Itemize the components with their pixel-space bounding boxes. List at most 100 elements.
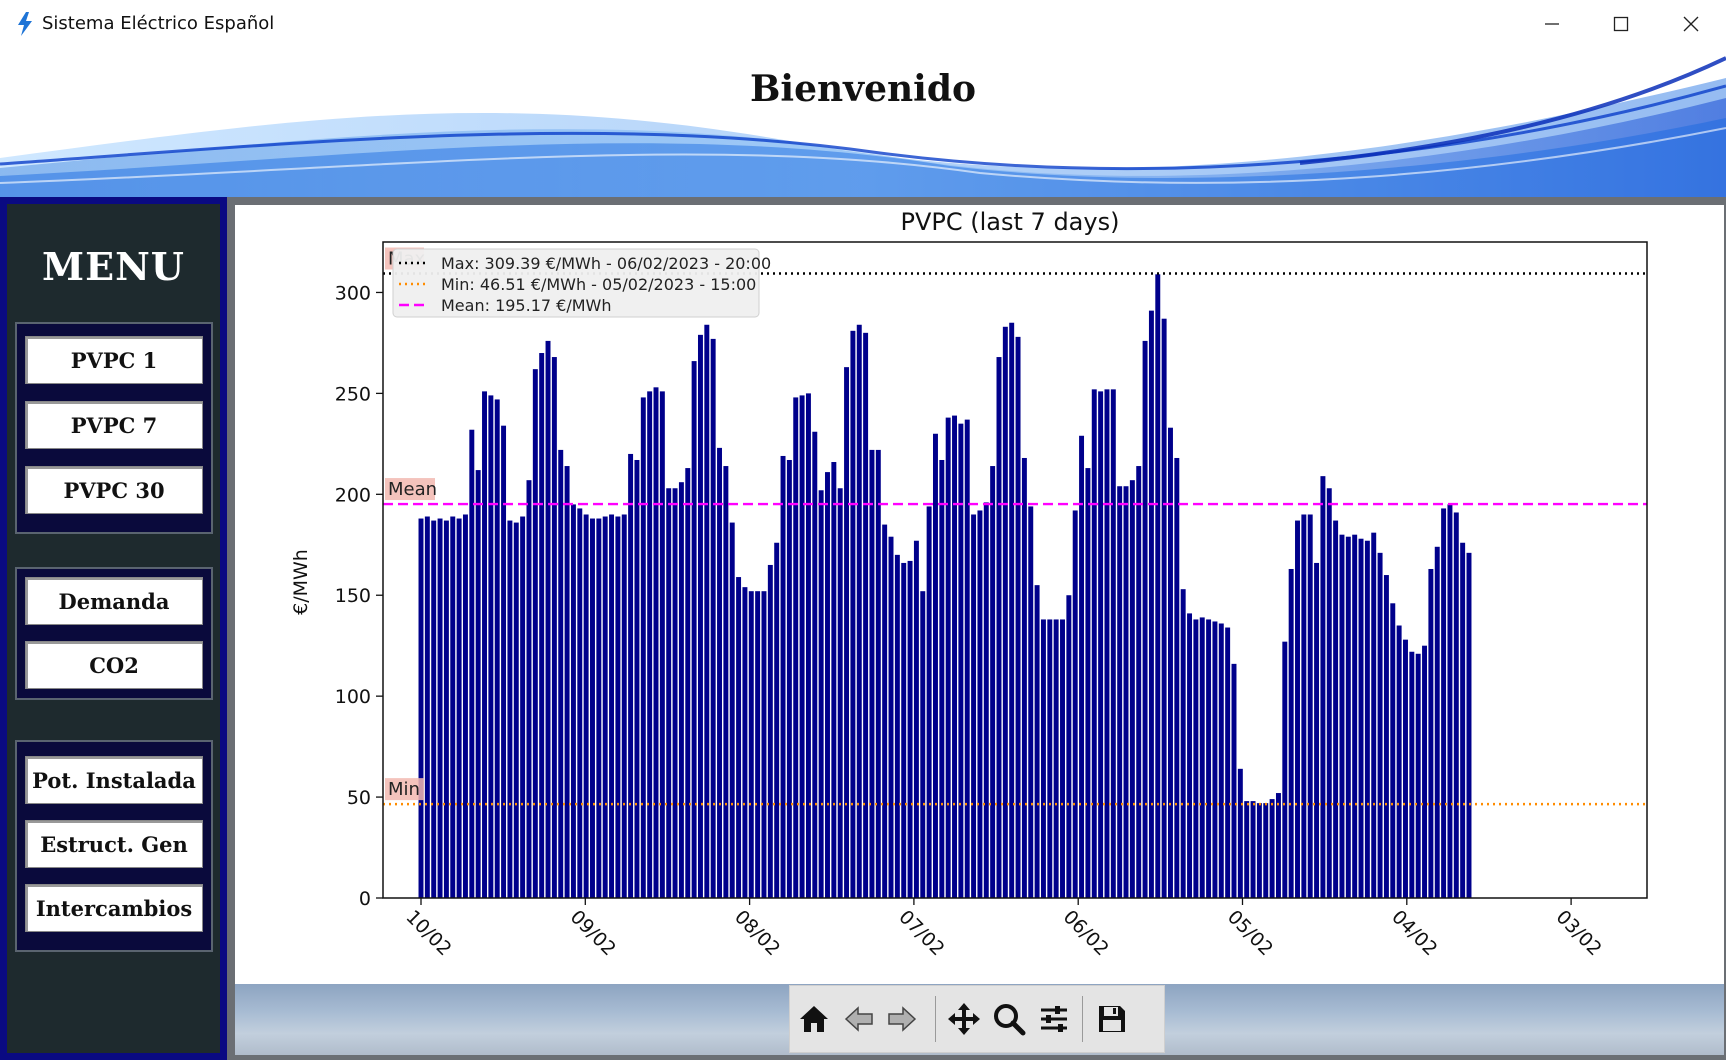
x-tick-label: 08/02: [730, 906, 784, 960]
chart-bar: [1098, 391, 1104, 898]
bars-group: [418, 274, 1472, 899]
chart-bar: [1117, 486, 1123, 898]
chart-bar: [952, 415, 957, 898]
chart-bar: [437, 518, 443, 898]
chart-bar: [1263, 803, 1269, 898]
line-label-box: [385, 778, 424, 801]
pot-instalada-button[interactable]: Pot. Instalada: [25, 756, 203, 804]
chart-bar: [1345, 536, 1351, 898]
chart-bar: [1123, 486, 1129, 898]
chart-bar: [913, 540, 919, 898]
chart-bar: [583, 514, 589, 898]
co2-button[interactable]: CO2: [25, 641, 203, 689]
pvpc-7-button[interactable]: PVPC 7: [25, 401, 203, 449]
pan-icon: [948, 1003, 980, 1035]
chart-bar: [424, 516, 430, 898]
chart-bar: [761, 591, 767, 898]
pan-button[interactable]: [942, 996, 986, 1042]
chart-bar: [1174, 457, 1180, 898]
chart-bar: [1383, 575, 1389, 898]
chart-bar: [685, 468, 691, 898]
chart-bar: [977, 510, 983, 898]
chart-bar: [1104, 389, 1110, 898]
chart-bar: [736, 577, 742, 898]
legend-entry: Max: 309.39 €/MWh - 06/02/2023 - 20:00: [441, 254, 771, 273]
chart-bar: [1396, 625, 1402, 898]
chart-bar: [564, 466, 570, 898]
chart-bar: [558, 449, 564, 898]
chart-bar: [901, 562, 907, 898]
chart-bar: [628, 453, 634, 898]
chart-bar: [1333, 520, 1339, 898]
close-button[interactable]: [1656, 0, 1726, 48]
chart-bar: [456, 518, 462, 898]
chart-bar: [1434, 546, 1440, 898]
chart-bar: [869, 449, 875, 898]
chart-bar: [742, 587, 748, 898]
sidebar-panel: MENU PVPC 1 PVPC 7 PVPC 30 Demanda CO2 P…: [7, 204, 220, 1053]
chart-bar: [907, 560, 913, 898]
pvpc-1-button[interactable]: PVPC 1: [25, 336, 203, 384]
window-titlebar: Sistema Eléctrico Español: [0, 0, 1726, 48]
lightning-icon: [18, 12, 32, 36]
y-tick-label: 100: [335, 686, 371, 708]
chart-bar: [609, 514, 615, 898]
minimize-button[interactable]: [1517, 0, 1587, 48]
chart-bar: [621, 514, 627, 898]
maximize-icon: [1613, 16, 1629, 32]
chart-bar: [431, 520, 437, 898]
chart-bar: [1161, 318, 1167, 898]
chart-bar: [513, 522, 519, 898]
line-label-box: [385, 478, 435, 501]
x-tick-label: 05/02: [1223, 906, 1277, 960]
chart-bar: [1148, 310, 1154, 898]
chart-bar: [926, 506, 932, 898]
chart-bar: [539, 353, 545, 898]
home-button[interactable]: [792, 996, 836, 1042]
chart-bar: [501, 425, 507, 898]
maximize-button[interactable]: [1586, 0, 1656, 48]
chart-bar: [1199, 617, 1205, 898]
chart-bar: [1021, 457, 1027, 898]
back-button[interactable]: [837, 996, 881, 1042]
x-axis-ticks: 10/02 09/02 08/02 07/02 06/02 05/02 04/02 03/02: [401, 898, 1606, 960]
menu-group-demand: Demanda CO2: [15, 567, 213, 700]
chart-bar: [767, 564, 773, 898]
chart-bar: [532, 369, 538, 898]
legend-entry: Min: 46.51 €/MWh - 05/02/2023 - 15:00: [441, 275, 756, 294]
chart-bar: [469, 429, 475, 898]
intercambios-button[interactable]: Intercambios: [25, 884, 203, 932]
estruct-gen-button[interactable]: Estruct. Gen: [25, 820, 203, 868]
chart-bar: [602, 516, 608, 898]
chart-bar: [659, 391, 665, 898]
forward-button[interactable]: [880, 996, 924, 1042]
chart-bar: [634, 459, 640, 898]
chart-bar: [805, 393, 811, 898]
back-arrow-icon: [844, 1006, 873, 1032]
chart-bar: [1403, 639, 1408, 898]
chart-bar: [1091, 389, 1097, 898]
save-button[interactable]: [1090, 996, 1134, 1042]
chart-bar: [983, 502, 989, 898]
sidebar: MENU PVPC 1 PVPC 7 PVPC 30 Demanda CO2 P…: [0, 197, 227, 1060]
chart-bar: [1422, 645, 1428, 898]
chart-bar: [653, 387, 659, 898]
demanda-button[interactable]: Demanda: [25, 577, 203, 625]
zoom-button[interactable]: [987, 996, 1031, 1042]
line-label-min: Min: [388, 779, 420, 800]
chart-bar: [1295, 520, 1300, 898]
x-tick-label: 06/02: [1059, 906, 1113, 960]
configure-subplots-button[interactable]: [1032, 996, 1076, 1042]
y-axis-ticks: 0 50 100 150 200 250 300: [335, 282, 383, 910]
pvpc-30-button[interactable]: PVPC 30: [25, 466, 203, 514]
chart-bar: [577, 508, 583, 898]
chart-bar: [482, 391, 487, 898]
x-tick-label: 07/02: [894, 906, 948, 960]
chart-bar: [1282, 641, 1288, 898]
pvpc-chart[interactable]: PVPC (last 7 days) €/MWh 0 50 100 150 200 250…: [235, 205, 1724, 984]
line-label-mean: Mean: [388, 479, 437, 500]
chart-bar: [1180, 589, 1186, 898]
chart-bar: [1040, 619, 1046, 898]
chart-bar: [418, 518, 424, 898]
chart-bar: [837, 488, 843, 898]
